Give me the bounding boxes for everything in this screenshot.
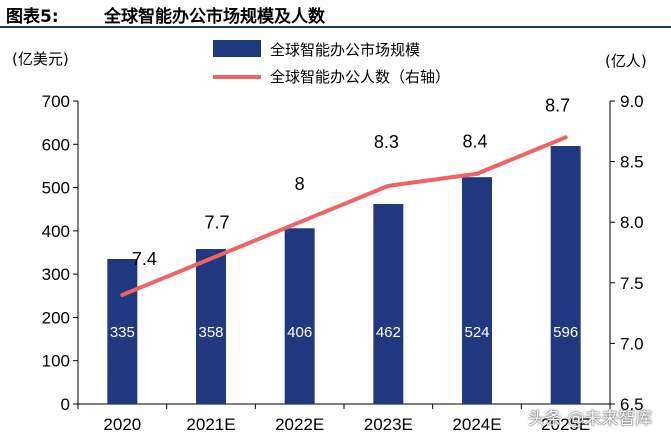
x-category-label: 2020	[103, 415, 141, 434]
line-value-label: 7.4	[132, 249, 157, 269]
bar	[107, 258, 138, 404]
bar-value-label: 358	[198, 324, 223, 341]
left-tick-label: 200	[42, 308, 70, 327]
left-tick-label: 700	[42, 92, 70, 111]
right-tick-label: 6.5	[620, 395, 644, 414]
left-tick-label: 500	[42, 179, 70, 198]
figure-label: 图表5:	[6, 7, 59, 27]
right-tick-label: 7.0	[620, 334, 644, 353]
left-tick-label: 600	[42, 135, 70, 154]
bar-value-label: 335	[110, 324, 135, 341]
bar-value-label: 462	[376, 324, 401, 341]
bar	[462, 177, 492, 404]
x-category-label: 2025E	[541, 415, 590, 434]
left-axis-unit: (亿美元)	[12, 50, 69, 68]
bar	[284, 228, 315, 404]
figure-header: 图表5: 全球智能办公市场规模及人数	[0, 0, 671, 27]
line-value-label: 8.7	[545, 95, 570, 115]
x-category-label: 2022E	[275, 415, 324, 434]
right-tick-label: 8.5	[620, 153, 644, 172]
bar-value-label: 406	[287, 324, 312, 341]
bar-value-label: 596	[553, 324, 578, 341]
x-category-label: 2023E	[364, 415, 413, 434]
bar-value-label: 524	[464, 324, 489, 341]
line-series	[120, 135, 568, 297]
right-tick-label: 8.0	[620, 213, 644, 232]
line-value-label: 8.4	[462, 132, 487, 152]
left-tick-label: 300	[42, 265, 70, 284]
legend-label-bar: 全球智能办公市场规模	[270, 41, 420, 59]
left-tick-label: 100	[42, 352, 70, 371]
line-value-label: 8.3	[374, 132, 399, 152]
bar	[550, 146, 581, 404]
right-tick-label: 7.5	[620, 274, 644, 293]
x-category-label: 2024E	[452, 415, 501, 434]
title-divider	[0, 26, 671, 28]
line-value-label: 8	[295, 174, 305, 194]
left-tick-label: 400	[42, 222, 70, 241]
right-axis-unit: (亿人)	[605, 52, 647, 70]
watermark-text: 头条 @未来智库	[528, 409, 653, 429]
line-value-label: 7.7	[204, 213, 229, 233]
bar	[373, 204, 404, 404]
legend-label-line: 全球智能办公人数（右轴）	[270, 68, 450, 86]
bar	[196, 249, 226, 404]
figure-title: 全球智能办公市场规模及人数	[104, 7, 325, 27]
right-tick-label: 9.0	[620, 92, 644, 111]
left-tick-label: 0	[61, 395, 70, 414]
x-category-label: 2021E	[186, 415, 235, 434]
legend-swatch-bar	[213, 40, 261, 57]
